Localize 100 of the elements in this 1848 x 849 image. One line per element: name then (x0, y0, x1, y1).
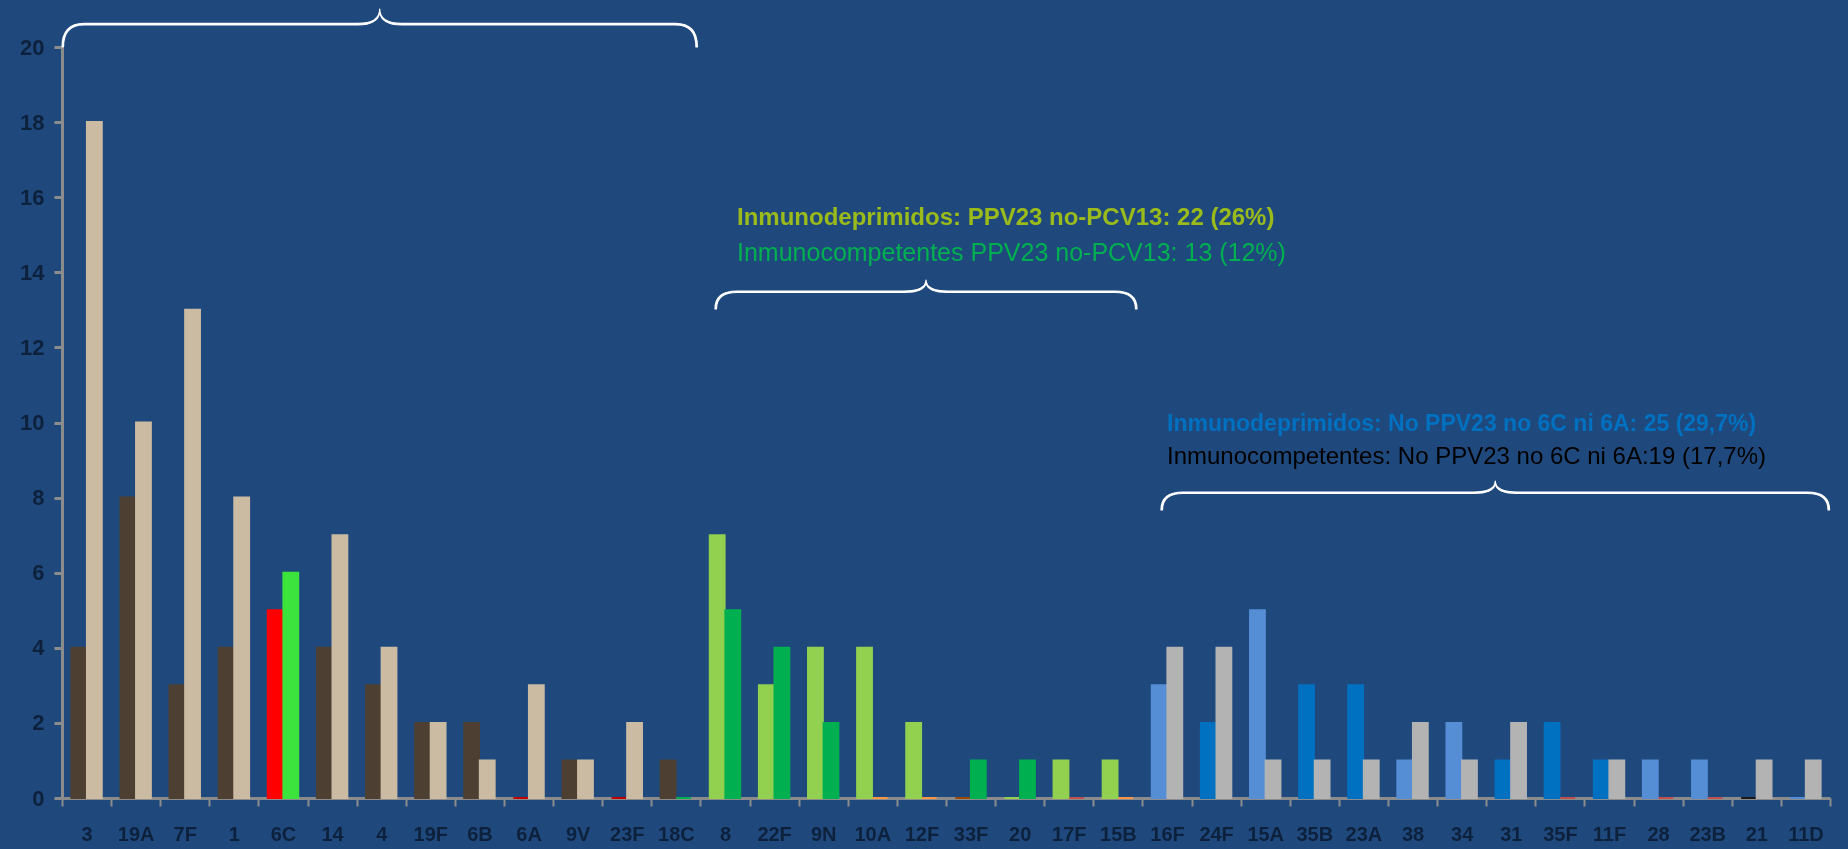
bar (380, 646, 398, 799)
bar (527, 684, 545, 799)
x-tick-label: 23F (610, 822, 645, 845)
x-tick-label: 15B (1100, 822, 1137, 845)
x-tick-label: 19F (413, 822, 449, 845)
x-tick-label: 23A (1345, 822, 1383, 845)
x-tick-label: 34 (1451, 822, 1475, 845)
y-tick-label: 18 (20, 109, 45, 135)
bar (463, 721, 481, 799)
bar (282, 571, 300, 799)
bar (414, 721, 431, 799)
bar (561, 759, 579, 799)
bar (807, 646, 824, 799)
bar (724, 609, 742, 799)
bar (969, 759, 987, 799)
x-tick-label: 3 (81, 822, 93, 845)
bar (773, 646, 791, 799)
x-tick-label: 19A (117, 822, 155, 845)
annotation: Inmunocompetentes PPV23 no-PCV13: 13 (12%) (737, 238, 1286, 266)
x-tick-label: 14 (321, 822, 345, 845)
x-tick-label: 35B (1296, 822, 1334, 845)
bar (233, 496, 251, 799)
bar (626, 721, 643, 799)
bar (1264, 759, 1282, 799)
annotation: Inmunodeprimidos: No PPV23 no 6C ni 6A: 25 (29,7%) (1167, 410, 1757, 436)
x-tick-label: 22F (757, 822, 792, 845)
bar (1313, 759, 1331, 799)
bar (1755, 759, 1773, 799)
bar (1019, 759, 1036, 799)
bar (119, 496, 137, 799)
bar (1362, 759, 1380, 799)
y-tick-label: 0 (32, 785, 45, 811)
bar (1101, 759, 1119, 799)
annotation: Inmunocompetentes: No PPV23 no 6C ni 6A:19 (17,7%) (1167, 442, 1767, 469)
bar (315, 646, 333, 799)
bar (1494, 759, 1512, 799)
bar (1298, 684, 1315, 799)
x-tick-label: 20 (1009, 822, 1032, 845)
x-tick-label: 15A (1247, 822, 1285, 845)
y-tick-label: 2 (32, 710, 45, 736)
bar (757, 684, 775, 799)
bar (1608, 759, 1626, 799)
x-tick-label: 9V (565, 822, 592, 845)
bar (1461, 759, 1478, 799)
x-tick-label: 10A (854, 822, 892, 845)
y-tick-label: 16 (20, 184, 45, 210)
bar (577, 759, 594, 799)
annotation: Inmunodeprimidos: PPV23 no-PCV13: 22 (26%) (737, 203, 1275, 230)
bar (85, 121, 103, 799)
bar (1166, 646, 1184, 799)
bar (1199, 721, 1217, 799)
x-tick-label: 23B (1689, 822, 1727, 845)
x-tick-label: 8 (719, 822, 732, 845)
x-tick-label: 38 (1401, 822, 1425, 845)
bar (1411, 721, 1429, 799)
x-tick-label: 18C (658, 822, 695, 845)
x-tick-label: 9N (810, 822, 837, 845)
bar (1150, 684, 1168, 799)
x-tick-label: 28 (1647, 822, 1670, 845)
x-tick-label: 6A (516, 822, 542, 845)
x-tick-label: 7F (173, 822, 197, 845)
x-tick-label: 35F (1543, 822, 1578, 845)
bar (1691, 759, 1708, 799)
bar (135, 421, 152, 799)
bar (1804, 759, 1822, 799)
bar (1543, 721, 1561, 799)
bar (1396, 759, 1414, 799)
y-tick-label: 4 (32, 635, 46, 661)
x-tick-label: 31 (1500, 822, 1523, 845)
y-tick-label: 8 (32, 485, 45, 511)
y-tick-label: 20 (20, 34, 45, 60)
bar (822, 721, 840, 799)
bar (429, 721, 447, 799)
bar (1347, 684, 1365, 799)
bar (70, 646, 88, 799)
bar (1249, 609, 1266, 799)
bar (1215, 646, 1233, 799)
y-tick-label: 10 (20, 410, 45, 435)
bar (365, 684, 382, 799)
bar (1445, 721, 1463, 799)
x-tick-label: 11D (1788, 822, 1824, 845)
bar (1510, 721, 1527, 799)
bar (905, 721, 923, 799)
x-tick-label: 1 (228, 822, 240, 845)
x-tick-label: 11F (1592, 822, 1627, 845)
x-tick-label: 33F (953, 822, 989, 845)
x-tick-label: 6B (467, 822, 493, 845)
x-tick-label: 6C (270, 822, 297, 845)
y-tick-label: 14 (20, 259, 46, 285)
y-tick-label: 12 (20, 334, 45, 360)
bar (659, 759, 677, 799)
bar (184, 308, 201, 799)
y-tick-label: 6 (32, 560, 45, 586)
bar (708, 534, 726, 799)
bar (856, 646, 873, 799)
bar (168, 684, 186, 799)
x-tick-label: 24F (1199, 822, 1234, 845)
x-tick-label: 17F (1052, 822, 1087, 845)
x-tick-label: 16F (1150, 822, 1185, 845)
bar (1641, 759, 1659, 799)
